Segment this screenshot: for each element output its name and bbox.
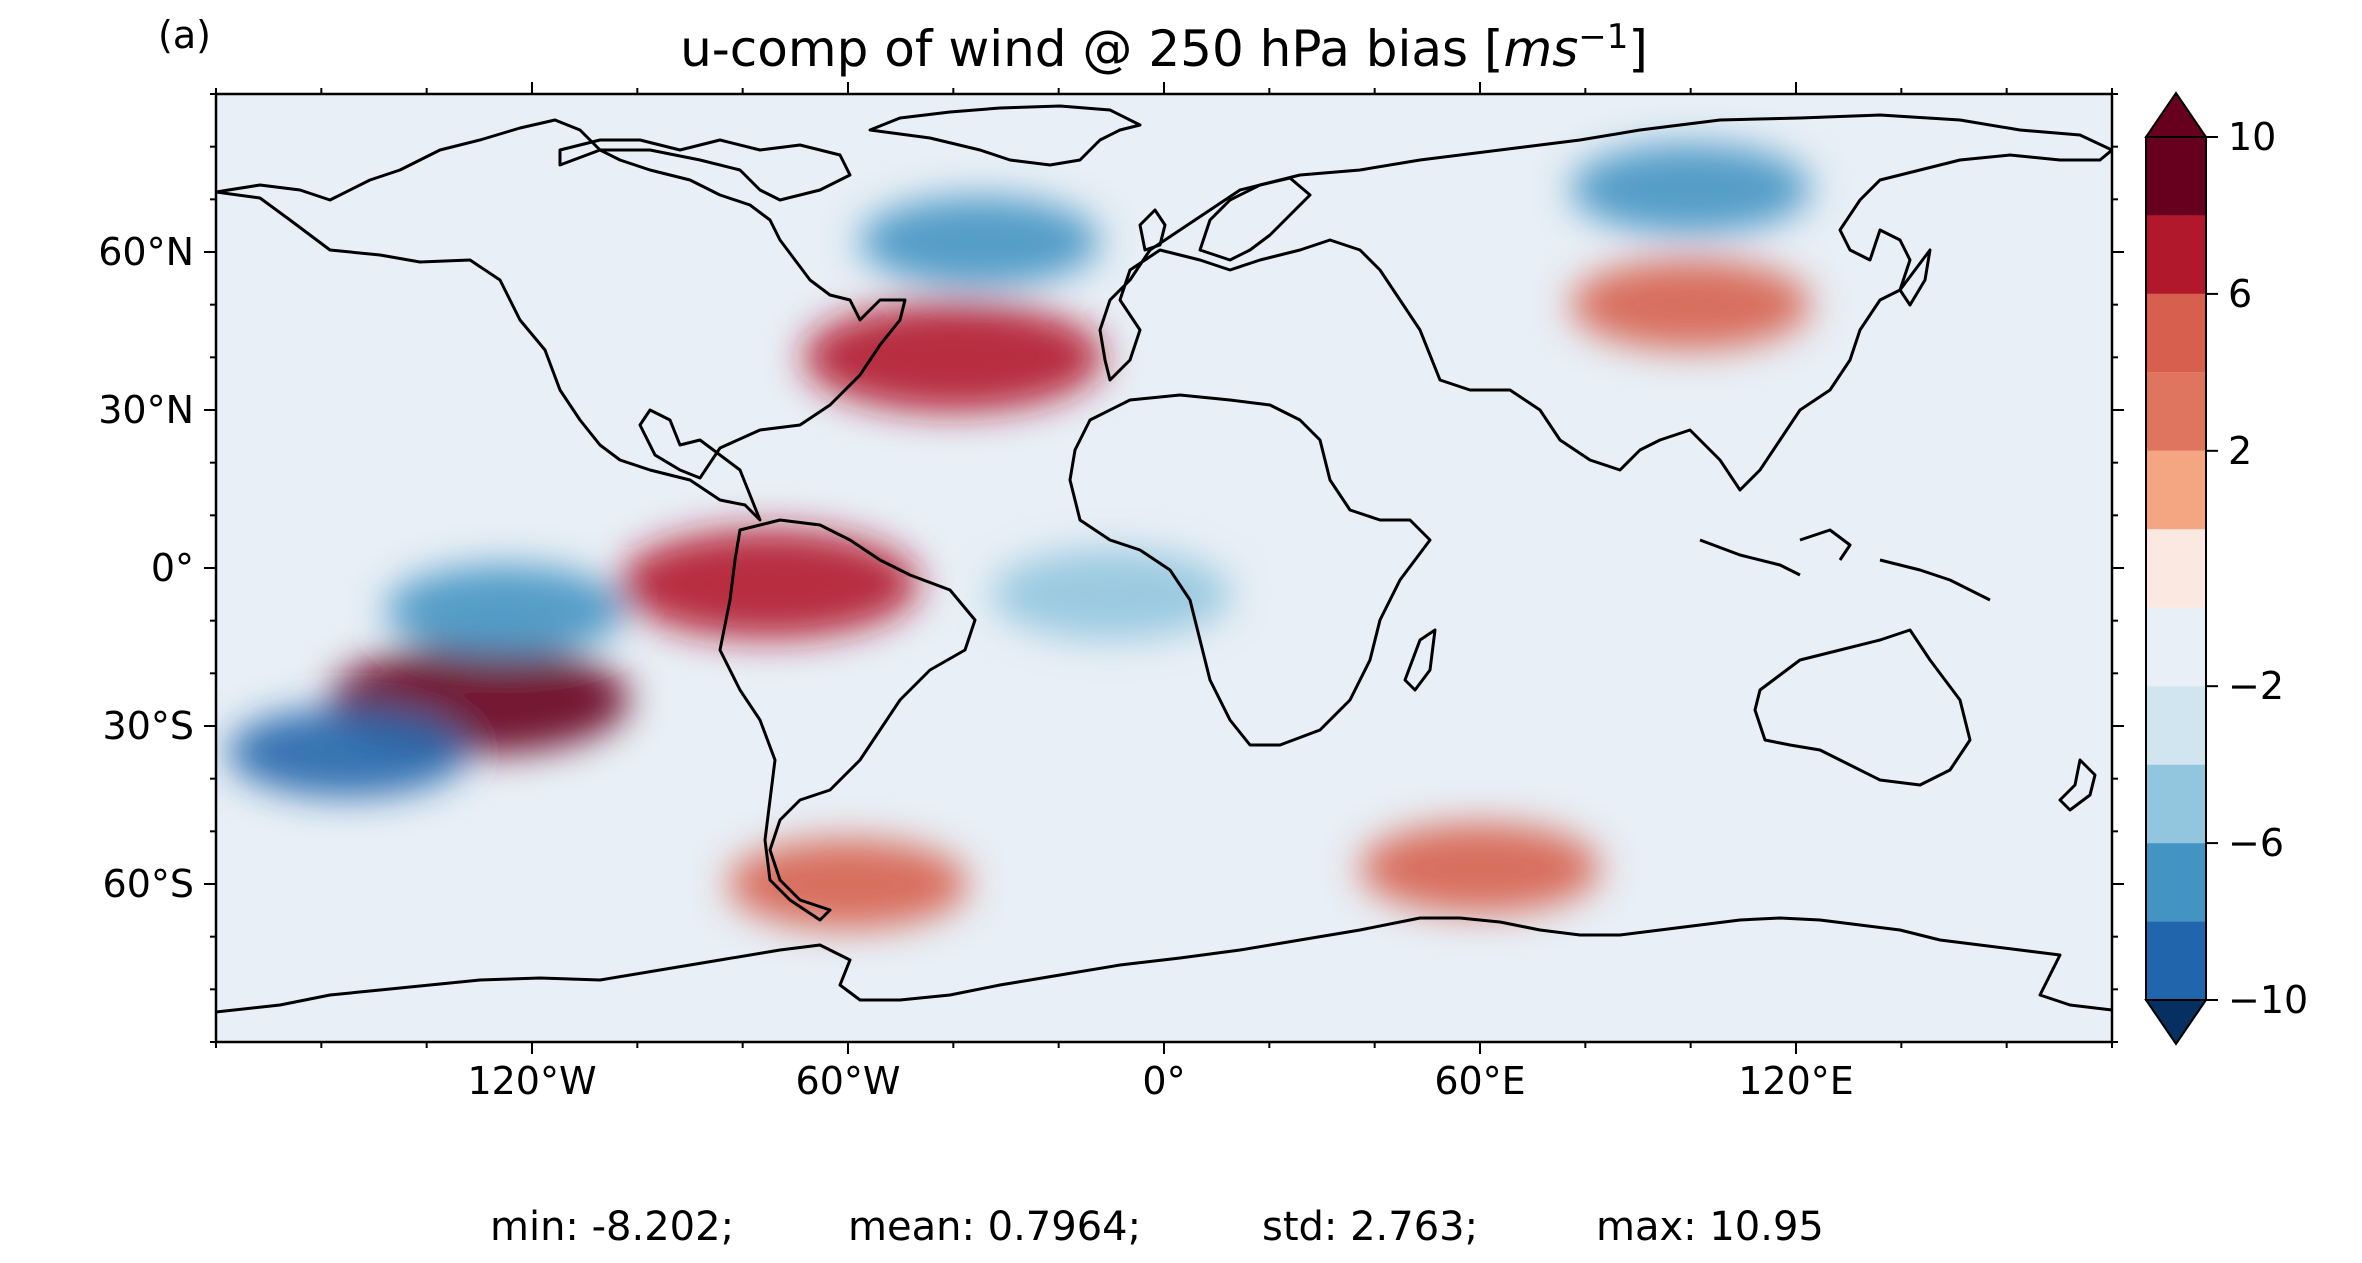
coastline-arctic-islands xyxy=(558,138,852,202)
coastline-eurasia xyxy=(1098,113,2112,492)
colorbar-tick-label: 6 xyxy=(2228,272,2252,316)
axis-ticks xyxy=(204,82,2124,1054)
colorbar-bin xyxy=(2146,529,2206,608)
coastline-africa xyxy=(1068,393,1432,747)
y-tick-label: 30°N xyxy=(98,388,194,432)
coastline-japan xyxy=(1898,248,1932,307)
title-unit: ms xyxy=(1504,20,1579,78)
y-tick-label: 60°S xyxy=(103,862,194,906)
coastline-scandinavia xyxy=(1198,176,1312,262)
coastline-south-america xyxy=(718,518,977,922)
colorbar-bin xyxy=(2146,764,2206,844)
stat-min: min: -8.202; xyxy=(490,1204,734,1250)
stat-max: max: 10.95 xyxy=(1596,1204,1824,1250)
coastline-north-america xyxy=(216,118,907,522)
colorbar-bin xyxy=(2146,921,2206,1000)
bias-feature-2 xyxy=(385,565,626,656)
coastline-new-zealand xyxy=(2058,758,2097,812)
bias-feature-10 xyxy=(728,839,968,929)
coastlines xyxy=(216,104,2112,1014)
x-tick-label: 60°E xyxy=(1434,1059,1525,1103)
coastline-greenland xyxy=(868,104,1142,167)
coastline-indonesia xyxy=(1699,528,1991,602)
colorbar-bin xyxy=(2146,450,2206,530)
stat-std: std: 2.763; xyxy=(1262,1204,1478,1250)
colorbar-tick-label: 10 xyxy=(2228,115,2276,159)
stat-mean: mean: 0.7964; xyxy=(848,1204,1141,1250)
colorbar-bin xyxy=(2146,293,2206,373)
bias-feature-1 xyxy=(227,707,468,798)
colorbar-frame xyxy=(2145,136,2207,1001)
panel-label: (a) xyxy=(158,13,211,57)
bias-feature-7 xyxy=(1570,259,1811,350)
colorbar-labels: 10 6 2 −2 −6 −10 xyxy=(2206,115,2308,1022)
title-main: u-comp of wind @ 250 hPa bias [ xyxy=(680,20,1503,78)
bias-feature-3 xyxy=(619,528,919,639)
colorbar-bin xyxy=(2146,215,2206,294)
colorbar-tick-label: −2 xyxy=(2228,664,2284,708)
colorbar-extend-min xyxy=(2144,999,2208,1046)
bias-feature-4 xyxy=(803,302,1104,413)
y-tick-label: 0° xyxy=(151,546,194,590)
x-tick-label: 0° xyxy=(1142,1059,1185,1103)
colorbar-bin xyxy=(2146,372,2206,451)
bias-feature-5 xyxy=(859,196,1100,287)
colorbar xyxy=(2144,91,2208,1046)
colorbar-tick-label: 2 xyxy=(2228,429,2252,473)
title-close: ] xyxy=(1628,20,1648,78)
coastline-british-isles xyxy=(1138,208,1167,252)
map-area xyxy=(216,94,2112,1042)
y-tick-label: 30°S xyxy=(103,704,194,748)
colorbar-bin xyxy=(2146,137,2206,216)
y-tick-label: 60°N xyxy=(98,230,194,274)
colorbar-tick-label: −10 xyxy=(2228,978,2308,1022)
bias-feature-9 xyxy=(1360,823,1600,914)
x-tick-label: 120°E xyxy=(1738,1059,1854,1103)
x-tick-label: 60°W xyxy=(796,1059,901,1103)
bias-feature-6 xyxy=(1570,143,1811,234)
chart-title: u-comp of wind @ 250 hPa bias [ms−1] xyxy=(680,17,1648,78)
colorbar-tick-label: −6 xyxy=(2228,821,2284,865)
title-unit-exponent: −1 xyxy=(1578,17,1628,57)
colorbar-extend-max xyxy=(2144,91,2208,138)
coastline-madagascar xyxy=(1403,628,1437,692)
x-axis-labels: 120°W 60°W 0° 60°E 120°E xyxy=(467,1059,1853,1103)
x-tick-label: 120°W xyxy=(467,1059,596,1103)
colorbar-bin xyxy=(2146,686,2206,765)
coastline-australia xyxy=(1753,628,1972,787)
colorbar-bin xyxy=(2146,843,2206,922)
coastline-antarctica xyxy=(216,916,2112,1014)
y-axis-labels: 60°N 30°N 0° 30°S 60°S xyxy=(98,230,194,906)
colorbar-bin xyxy=(2146,607,2206,687)
bias-field xyxy=(227,143,1811,929)
